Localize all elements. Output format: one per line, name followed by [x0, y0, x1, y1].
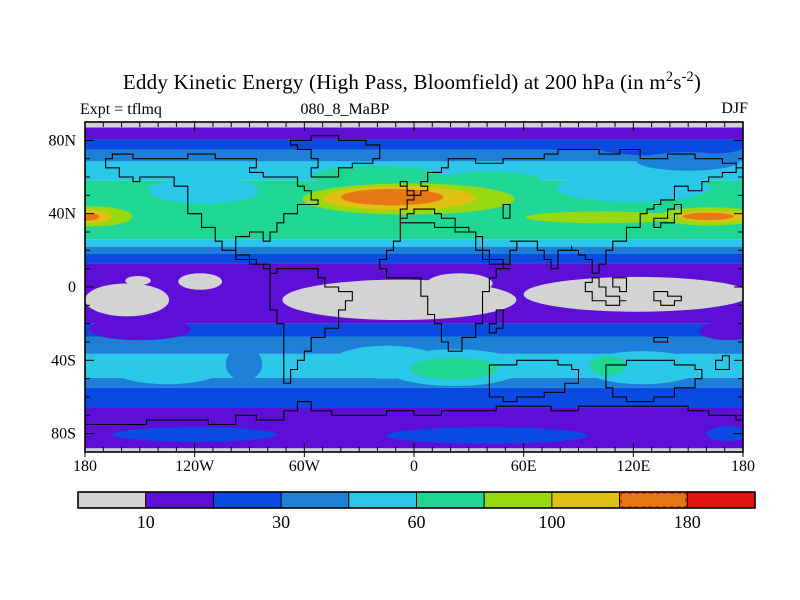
- season-label: DJF: [721, 100, 748, 117]
- colorbar-label: 180: [674, 512, 701, 532]
- coastline-sh-small-box: [653, 336, 669, 343]
- y-axis-labels: 80N 40N 0 40S 80S: [48, 132, 76, 442]
- colorbar-segment: [280, 491, 350, 509]
- contour-field: [85, 122, 743, 452]
- x-tick-label: 180: [73, 458, 97, 475]
- colorbar-border: [77, 491, 756, 509]
- colorbar-label: 10: [137, 512, 155, 532]
- x-tick-label: 60W: [289, 458, 321, 475]
- colorbar-label: 60: [408, 512, 426, 532]
- y-tick-label: 80S: [51, 426, 76, 443]
- colorbar-segment: [551, 491, 621, 509]
- coastline-north-america: [105, 153, 319, 274]
- axis-ticks: [84, 122, 744, 457]
- colorbar-segment: [212, 491, 282, 509]
- coastline-south-america: [269, 268, 353, 384]
- x-axis-labels: 180 120W 60W 0 60E 120E 180: [73, 458, 755, 475]
- colorbar-label: 100: [538, 512, 565, 532]
- coastline-sumatra-java: [584, 277, 627, 306]
- x-tick-label: 0: [410, 458, 418, 475]
- title-sup-minus2: -2: [681, 69, 694, 85]
- coastline-new-zealand: [715, 355, 730, 371]
- colorbar-dashed-outline: [620, 492, 687, 508]
- title-text-mid: s: [673, 70, 682, 94]
- x-tick-label: 180: [731, 458, 755, 475]
- colorbar-label: 30: [272, 512, 290, 532]
- y-tick-label: 40N: [48, 206, 76, 223]
- colorbar-segment: [416, 491, 485, 509]
- page-title: Eddy Kinetic Energy (High Pass, Bloomfie…: [12, 69, 800, 95]
- y-tick-label: 40S: [51, 352, 76, 369]
- coastline-japan: [653, 203, 682, 228]
- title-text-pre: Eddy Kinetic Energy (High Pass, Bloomfie…: [122, 70, 666, 94]
- run-id-label: 080_8_MaBP: [300, 101, 390, 118]
- colorbar-segment: [348, 491, 417, 509]
- title-text-post: ): [693, 70, 702, 94]
- y-tick-label: 0: [68, 279, 76, 296]
- coastline-madagascar: [488, 309, 504, 334]
- experiment-label: Expt = tflmq: [80, 101, 162, 118]
- coastline-caspian: [502, 203, 511, 219]
- colorbar: 10 30 60 100 180: [77, 491, 756, 532]
- coastline-antarctica: [85, 401, 743, 426]
- coastline-sh-loop-east: [605, 359, 703, 403]
- coastline-greenland: [290, 135, 381, 178]
- coastline-borneo: [612, 277, 628, 293]
- coastline-british-isles: [399, 181, 415, 196]
- coastlines: [85, 135, 743, 426]
- coastline-eurasia: [399, 148, 743, 274]
- y-tick-label: 80N: [48, 132, 76, 149]
- x-tick-label: 120W: [175, 458, 215, 475]
- coastline-new-guinea: [653, 291, 682, 306]
- colorbar-segment: [77, 491, 147, 509]
- x-tick-label: 120E: [616, 458, 650, 475]
- colorbar-segment: [483, 491, 553, 509]
- title-sup-2: 2: [665, 69, 674, 85]
- colorbar-segment: [686, 491, 756, 509]
- colorbar-segment: [145, 491, 214, 509]
- colorbar-segment: [619, 491, 688, 509]
- x-tick-label: 60E: [511, 458, 537, 475]
- coastline-sh-loop-west: [488, 359, 580, 403]
